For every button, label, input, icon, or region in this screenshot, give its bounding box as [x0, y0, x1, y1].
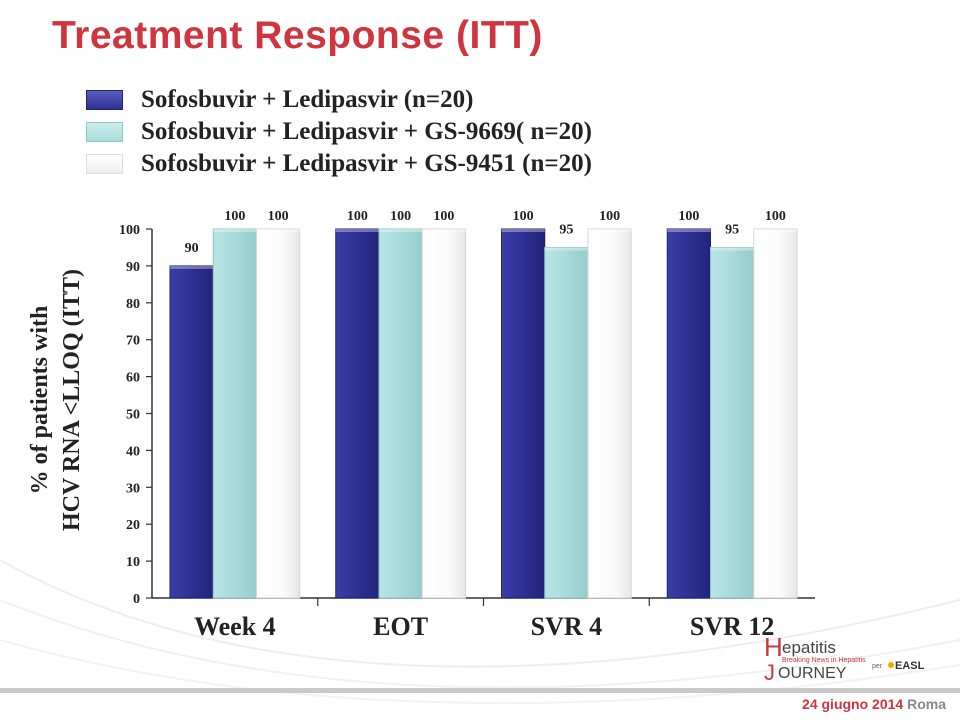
bar-series-1: [501, 228, 546, 599]
bar-series-3: [587, 228, 632, 599]
legend-item-series-2: Sofosbuvir + Ledipasvir + GS-9669( n=20): [86, 116, 592, 148]
logo-word-journey: OURNEY: [778, 665, 847, 682]
bar-value-label: 100: [433, 209, 454, 224]
y-tick-label: 90: [126, 260, 140, 275]
x-category-label: SVR 12: [690, 612, 775, 641]
y-tick-label: 80: [126, 297, 140, 312]
y-tick-label: 30: [126, 481, 140, 496]
y-tick-label: 100: [119, 223, 140, 238]
chart-legend: Sofosbuvir + Ledipasvir (n=20) Sofosbuvi…: [86, 84, 592, 180]
y-tick-label: 60: [126, 371, 140, 386]
bar-value-label: 100: [347, 209, 368, 224]
x-axis-categories: Week 4 EOT SVR 4 SVR 12: [194, 598, 774, 641]
x-category-label: SVR 4: [531, 612, 603, 641]
bar-value-label: 95: [725, 222, 739, 237]
bar-highlight: [501, 229, 545, 232]
bar-value-labels: 90 100 100 100 100 100 100 95 100 100 95 100: [185, 209, 786, 256]
bar-series-3: [421, 228, 466, 599]
hepatitis-journey-logo: H epatitis Breaking News in Hepatitis J …: [762, 632, 952, 685]
legend-swatch-series-1: [86, 90, 123, 110]
logo-j-letter: J: [764, 660, 775, 682]
bar-series-1: [169, 265, 214, 599]
bar-value-label: 100: [765, 209, 786, 224]
y-tick-label: 10: [126, 555, 140, 570]
legend-label-series-2: Sofosbuvir + Ledipasvir + GS-9669( n=20): [141, 118, 592, 145]
legend-swatch-series-2: [86, 122, 123, 142]
bar-highlight: [379, 229, 423, 232]
y-tick-label: 40: [126, 444, 140, 459]
bar-value-label: 100: [224, 209, 245, 224]
footer-city: Roma: [907, 696, 946, 712]
logo-word-hepatitis: epatitis: [782, 638, 836, 657]
bar-highlight: [544, 247, 588, 251]
x-category-label: Week 4: [194, 612, 276, 641]
footer-caption: 24 giugno 2014 Roma: [802, 696, 946, 712]
legend-label-series-1: Sofosbuvir + Ledipasvir (n=20): [141, 86, 474, 113]
logo-h-letter: H: [764, 634, 783, 662]
bar-highlight: [667, 229, 711, 232]
bar-value-label: 100: [268, 209, 289, 224]
easl-star-icon: [888, 662, 894, 668]
footer-divider: [0, 688, 960, 693]
logo-tagline: Breaking News in Hepatitis: [782, 657, 866, 664]
bar-highlight: [588, 229, 632, 232]
bar-series-2: [212, 228, 257, 599]
logo-partner-prefix: per: [872, 663, 883, 670]
bar-series-1: [335, 228, 380, 599]
bar-series-2: [544, 246, 589, 599]
bar-value-label: 100: [678, 209, 699, 224]
legend-swatch-series-3: [86, 154, 123, 174]
y-tick-label: 70: [126, 334, 140, 349]
y-axis-title-line-1: % of patients with: [27, 306, 53, 495]
bar-highlight: [422, 229, 466, 232]
bar-highlight: [256, 229, 300, 232]
bar-series-3: [753, 228, 798, 599]
logo-graphic: H epatitis Breaking News in Hepatitis J …: [764, 632, 925, 685]
bar-value-label: 100: [513, 209, 534, 224]
y-axis-title-line-2: HCV RNA <LLOQ (ITT): [59, 269, 85, 531]
y-tick-label: 0: [133, 592, 140, 607]
bar-series-1: [666, 228, 711, 599]
bar-highlight: [213, 229, 257, 232]
bar-highlight: [335, 229, 379, 232]
bar-highlight: [710, 247, 754, 251]
y-tick-label: 50: [126, 408, 140, 423]
logo-partner-name: EASL: [895, 660, 925, 672]
bar-value-label: 100: [390, 209, 411, 224]
bar-value-label: 90: [185, 241, 199, 256]
y-tick-label: 20: [126, 518, 140, 533]
y-ticks: 0 10 20 30 40 50 60 70 80 90 100: [119, 223, 152, 607]
legend-item-series-3: Sofosbuvir + Ledipasvir + GS-9451 (n=20): [86, 148, 592, 180]
bar-series-2: [378, 228, 423, 599]
x-category-label: EOT: [373, 612, 428, 641]
bar-value-label: 100: [599, 209, 620, 224]
slide-title: Treatment Response (ITT): [52, 14, 543, 57]
bar-highlight: [753, 229, 797, 232]
legend-item-series-1: Sofosbuvir + Ledipasvir (n=20): [86, 84, 592, 116]
footer-date: 24 giugno 2014: [802, 696, 904, 712]
legend-label-series-3: Sofosbuvir + Ledipasvir + GS-9451 (n=20): [141, 150, 592, 177]
bar-series-3: [256, 228, 301, 599]
bar-highlight: [170, 265, 214, 269]
bar-value-label: 95: [559, 222, 573, 237]
bar-series-2: [710, 246, 755, 599]
bars: [169, 228, 798, 599]
